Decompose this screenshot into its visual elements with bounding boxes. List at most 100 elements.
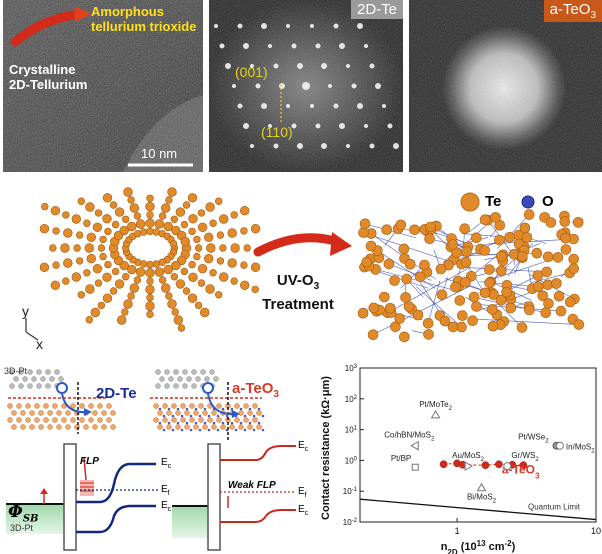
te-atom [227, 228, 237, 238]
tem-image-panel: Amorphous tellurium trioxide Crystalline… [3, 0, 203, 172]
te-atom [573, 319, 585, 330]
te-atom [479, 287, 491, 299]
x-tick-label: 1 [455, 526, 460, 536]
diffraction-spot [315, 123, 321, 129]
pt-atom [182, 383, 188, 389]
o-atom [167, 407, 171, 411]
te-atom [460, 256, 472, 268]
te-atom [409, 224, 420, 236]
te-atom [79, 403, 85, 409]
te-atom [29, 410, 35, 416]
te-atom [559, 216, 571, 227]
ateo3-point [481, 461, 490, 470]
o-atom [248, 421, 252, 425]
te-atom [162, 403, 168, 409]
te-atom [161, 283, 171, 293]
legend-o-label: O [542, 193, 554, 210]
te-atom [551, 278, 562, 289]
te-atom [56, 410, 62, 416]
te-atom [16, 403, 22, 409]
te-atom [219, 244, 227, 252]
pt-atom [191, 369, 197, 375]
te-atom [167, 299, 177, 309]
te-atom [180, 220, 189, 229]
te-atom [422, 318, 434, 329]
te-atom [359, 218, 371, 230]
te-atom [216, 257, 225, 265]
y-tick-label: 10-1 [343, 487, 358, 496]
te-atom [202, 424, 208, 430]
te-atom [572, 217, 584, 228]
pt-atom [18, 383, 24, 389]
te-atom [102, 272, 112, 283]
te-atom [52, 227, 60, 235]
te-atom [423, 329, 434, 340]
o-atom [180, 428, 184, 432]
te-atom [167, 187, 177, 197]
plane-110-label: (110) [261, 124, 293, 140]
pt-atom [164, 369, 170, 375]
te-atom [60, 243, 70, 253]
te-atom [439, 315, 451, 327]
te-atom [90, 307, 101, 318]
pt-atom [9, 383, 15, 389]
pt-atom [27, 383, 33, 389]
diffraction-spot [321, 143, 327, 149]
te-atom [99, 252, 107, 261]
te-atom [73, 244, 81, 252]
te-atom [425, 221, 436, 233]
scale-bar-label: 10 nm [141, 146, 178, 161]
te-atom [153, 417, 159, 423]
diffraction-spot [291, 123, 297, 129]
te-atom [114, 207, 125, 217]
o-atom [185, 407, 189, 411]
diffraction-spot [261, 103, 267, 109]
te-atom [127, 196, 135, 204]
te-atom [494, 234, 505, 246]
te-atom [86, 232, 97, 242]
te-atom [234, 417, 240, 423]
te-atom [483, 264, 495, 275]
te-atom [83, 269, 91, 277]
te-atom [127, 221, 137, 232]
legend-te-label: Te [485, 193, 502, 210]
o-atom [176, 407, 180, 411]
te-atom [43, 417, 49, 423]
ateo3-series-label: a-TeO3 [502, 462, 540, 480]
te-atom [202, 410, 208, 416]
te-atom [220, 424, 226, 430]
te-atom [146, 211, 154, 219]
te-atom [111, 267, 120, 276]
ateo3-point [519, 461, 528, 470]
diffraction-spot [346, 64, 350, 68]
te-atom [38, 424, 44, 430]
te-atom [175, 207, 186, 217]
te-atom [207, 417, 213, 423]
o-atom [216, 428, 220, 432]
te-atom [65, 424, 71, 430]
te-atom [145, 268, 155, 278]
te-atom [250, 223, 261, 234]
pt-atom [36, 369, 42, 375]
te-atom [467, 315, 478, 326]
te-atom [256, 410, 262, 416]
te-atom [215, 197, 223, 205]
contact-resistance-chart: 10-2 10-1 100 101 102 103 1 10 Quantum Limit a-Te… [320, 364, 601, 554]
y-tick-label: 101 [345, 426, 358, 435]
te-atom [121, 308, 129, 316]
left-barrier-layer [63, 443, 77, 551]
te-atom [92, 222, 103, 232]
te-atom [145, 218, 155, 228]
te-atom [165, 292, 173, 300]
te-atom [403, 301, 415, 312]
te-atom [88, 417, 94, 423]
te-atom [92, 410, 98, 416]
te-atom [101, 424, 107, 430]
te-atom [52, 261, 60, 269]
te-atom [116, 315, 127, 325]
te-atom [180, 267, 189, 276]
diffraction-spot [225, 63, 231, 69]
te-atom [230, 211, 238, 219]
diffraction-spot [261, 23, 267, 29]
flp-label: FLP [80, 456, 99, 467]
